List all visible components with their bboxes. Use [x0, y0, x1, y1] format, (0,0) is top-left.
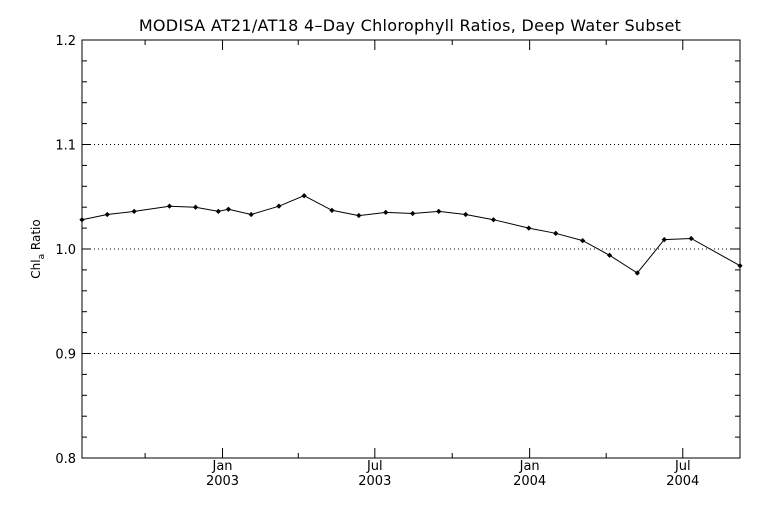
data-point-19 [580, 238, 586, 244]
data-point-7 [248, 211, 254, 218]
data-point-24 [737, 263, 743, 269]
y-tick-label-0: 0.8 [55, 452, 76, 467]
y-tick-label-1: 0.9 [55, 348, 76, 363]
data-point-6 [225, 206, 232, 212]
y-axis-label-rest: Ratio [29, 219, 43, 254]
chart-title: MODISA AT21/AT18 4–Day Chlorophyll Ratio… [139, 16, 681, 35]
x-tick-label-month-2: Jan [519, 459, 540, 474]
data-series [79, 193, 743, 276]
data-point-18 [553, 230, 559, 236]
data-point-21 [634, 270, 640, 276]
y-tick-label-3: 1.1 [55, 139, 76, 154]
x-tick-label-year-2: 2004 [513, 474, 546, 489]
data-point-15 [463, 211, 469, 218]
x-tick-label-month-0: Jan [211, 459, 232, 474]
data-point-12 [383, 209, 389, 216]
data-point-9 [301, 193, 307, 199]
axis-ticks [82, 39, 740, 459]
data-point-8 [276, 203, 282, 209]
x-tick-label-year-1: 2003 [358, 474, 391, 489]
tick-labels: 0.80.91.01.11.2Jan2003Jul2003Jan2004Jul2… [55, 34, 699, 489]
data-point-22 [661, 236, 667, 243]
x-tick-label-month-1: Jul [366, 459, 383, 474]
data-point-13 [410, 210, 416, 217]
data-point-14 [436, 208, 442, 215]
x-tick-label-year-0: 2003 [206, 474, 239, 489]
y-tick-label-2: 1.0 [55, 243, 76, 258]
data-point-3 [166, 203, 173, 209]
data-point-16 [490, 217, 497, 223]
x-tick-label-month-3: Jul [674, 459, 691, 474]
y-axis-label: Chla Ratio [29, 219, 47, 278]
series-line-0 [81, 195, 741, 274]
grid-lines [82, 144, 740, 354]
data-point-4 [192, 204, 199, 210]
y-axis-label-main: Chl [29, 259, 43, 278]
data-point-2 [131, 208, 137, 215]
data-point-23 [688, 235, 694, 242]
data-point-1 [104, 211, 110, 218]
y-axis-label-subscript: a [37, 254, 47, 260]
data-point-17 [526, 225, 532, 231]
y-tick-label-4: 1.2 [55, 34, 76, 49]
data-point-5 [215, 208, 221, 215]
data-point-10 [329, 207, 335, 213]
data-point-20 [606, 252, 613, 258]
x-tick-label-year-3: 2004 [666, 474, 699, 489]
data-point-0 [79, 217, 85, 223]
data-point-11 [356, 212, 362, 219]
